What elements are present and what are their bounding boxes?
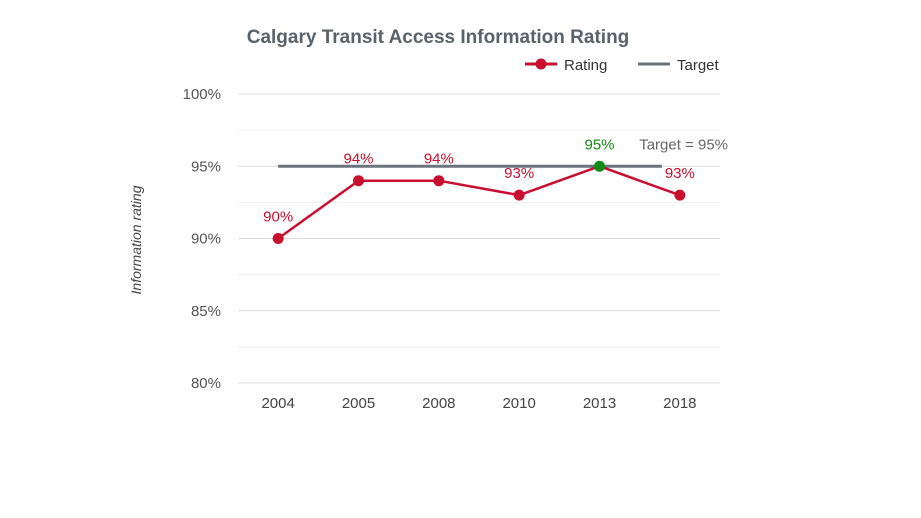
chart-title: Calgary Transit Access Information Ratin…: [247, 27, 630, 48]
rating-point: [433, 175, 445, 187]
data-label: 95%: [584, 136, 614, 153]
x-axis-ticks: 2004 2005 2008 2010 2013 2018: [261, 395, 696, 412]
x-tick-label: 2005: [342, 395, 375, 412]
target-annotation: Target = 95%: [639, 136, 728, 153]
x-tick-label: 2013: [583, 395, 616, 412]
rating-point: [594, 160, 605, 172]
legend-item-rating[interactable]: Rating: [525, 57, 607, 74]
y-tick-label: 90%: [191, 231, 221, 248]
y-tick-label: 100%: [183, 86, 221, 103]
rating-point: [674, 189, 686, 201]
rating-point: [272, 233, 284, 244]
data-label: 90%: [263, 209, 293, 226]
legend-rating-label: Rating: [564, 57, 607, 74]
data-label: 93%: [504, 165, 534, 182]
y-tick-label: 85%: [191, 303, 221, 320]
data-label: 94%: [424, 151, 454, 168]
legend[interactable]: Rating Target: [525, 57, 720, 74]
rating-point: [513, 189, 525, 201]
x-tick-label: 2008: [422, 395, 455, 412]
rating-line: [277, 164, 681, 240]
y-tick-label: 80%: [191, 375, 221, 392]
y-axis-ticks: 80% 85% 90% 95% 100%: [183, 86, 221, 392]
x-tick-label: 2018: [663, 395, 696, 412]
data-label: 93%: [665, 165, 695, 182]
data-label-layer: 90% 94% 94% 93% 95% 93% Target = 95%: [263, 136, 728, 225]
rating-point: [353, 175, 364, 187]
y-axis-label: Information rating: [128, 185, 144, 294]
y-tick-label: 95%: [191, 158, 221, 175]
legend-item-target[interactable]: Target: [638, 57, 720, 74]
x-tick-label: 2004: [261, 395, 294, 412]
legend-target-label: Target: [677, 57, 720, 74]
series-layer: [272, 160, 686, 244]
data-label: 94%: [343, 151, 373, 168]
x-tick-label: 2010: [502, 395, 535, 412]
legend-rating-swatch-marker: [535, 58, 547, 70]
